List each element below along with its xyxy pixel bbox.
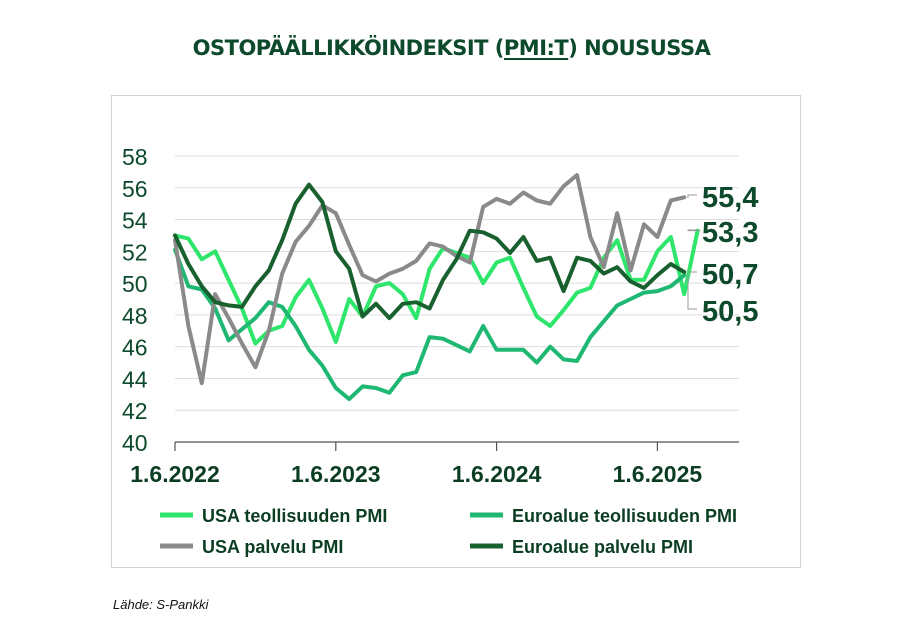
- y-tick-label: 56: [122, 176, 148, 202]
- x-tick-label: 1.6.2022: [130, 461, 220, 487]
- y-tick-label: 44: [122, 366, 148, 392]
- end-value-label: 53,3: [702, 217, 758, 249]
- title-link[interactable]: PMI:T: [503, 36, 569, 60]
- y-tick-label: 46: [122, 335, 148, 361]
- series-line-4: [173, 182, 687, 321]
- end-label-leader: [687, 229, 701, 232]
- y-tick-label: 54: [122, 208, 148, 234]
- legend-label: Euroalue palvelu PMI: [512, 537, 693, 557]
- y-tick-label: 48: [122, 303, 148, 329]
- legend-label: USA palvelu PMI: [202, 537, 343, 557]
- series-line-2: [173, 247, 687, 402]
- y-tick-label: 40: [122, 430, 148, 456]
- x-tick-label: 1.6.2025: [613, 461, 703, 487]
- y-tick-label: 42: [122, 398, 148, 424]
- y-tick-label: 52: [122, 239, 148, 265]
- series-line-3: [173, 173, 687, 386]
- source-note: Lähde: S-Pankki: [113, 597, 209, 612]
- x-tick-label: 1.6.2024: [452, 461, 542, 487]
- y-tick-label: 50: [122, 271, 148, 297]
- end-label-leader: [687, 194, 697, 198]
- y-tick-label: 58: [122, 144, 148, 170]
- series-line-1: [173, 228, 700, 346]
- legend-label: USA teollisuuden PMI: [202, 506, 387, 526]
- end-value-label: 55,4: [702, 182, 758, 214]
- chart-title: OSTOPÄÄLLIKKÖINDEKSIT (PMI:T) NOUSUSSA: [192, 36, 711, 60]
- x-tick-label: 1.6.2023: [291, 461, 381, 487]
- end-value-label: 50,5: [702, 296, 758, 328]
- chart-frame: [111, 95, 801, 568]
- legend-label: Euroalue teollisuuden PMI: [512, 506, 737, 526]
- end-label-leader: [687, 274, 697, 310]
- end-value-label: 50,7: [702, 259, 758, 291]
